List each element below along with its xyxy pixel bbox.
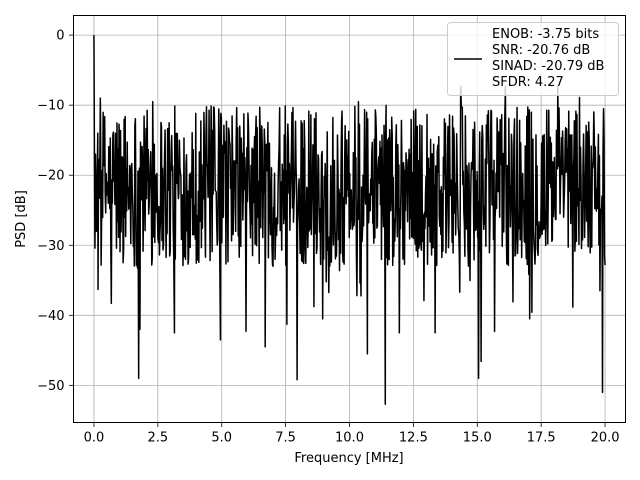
x-tick-label: 20.0 [591, 431, 620, 446]
x-tick-label: 5.0 [211, 431, 232, 446]
series-layer [93, 35, 606, 406]
x-tick-label: 0.0 [84, 431, 105, 446]
legend-sinad: SINAD: -20.79 dB [492, 59, 604, 74]
legend-sfdr: SFDR: 4.27 [492, 75, 564, 90]
y-axis-label: PSD [dB] [14, 190, 29, 248]
legend: ENOB: -3.75 bits SNR: -20.76 dB SINAD: -… [447, 22, 619, 96]
y-tick-label: −30 [37, 239, 64, 254]
y-tick-label: −50 [37, 379, 64, 394]
x-tick-label: 10.0 [335, 431, 364, 446]
legend-box [447, 22, 619, 96]
x-tick-label: 17.5 [527, 431, 556, 446]
legend-enob: ENOB: -3.75 bits [492, 27, 599, 42]
x-tick-label: 15.0 [463, 431, 492, 446]
x-axis-label: Frequency [MHz] [294, 451, 403, 466]
y-ticks: 0 −10 −20 −30 −40 −50 [37, 29, 74, 394]
x-tick-label: 2.5 [147, 431, 168, 446]
x-tick-label: 12.5 [399, 431, 428, 446]
x-ticks: 0.0 2.5 5.0 7.5 10.0 12.5 15.0 17.5 20.0 [84, 422, 620, 446]
legend-snr: SNR: -20.76 dB [492, 43, 590, 58]
y-tick-label: −20 [37, 169, 64, 184]
y-tick-label: −10 [37, 99, 64, 114]
y-tick-label: −40 [37, 309, 64, 324]
x-tick-label: 7.5 [275, 431, 296, 446]
y-tick-label: 0 [56, 29, 64, 44]
psd-series-line [93, 35, 606, 406]
